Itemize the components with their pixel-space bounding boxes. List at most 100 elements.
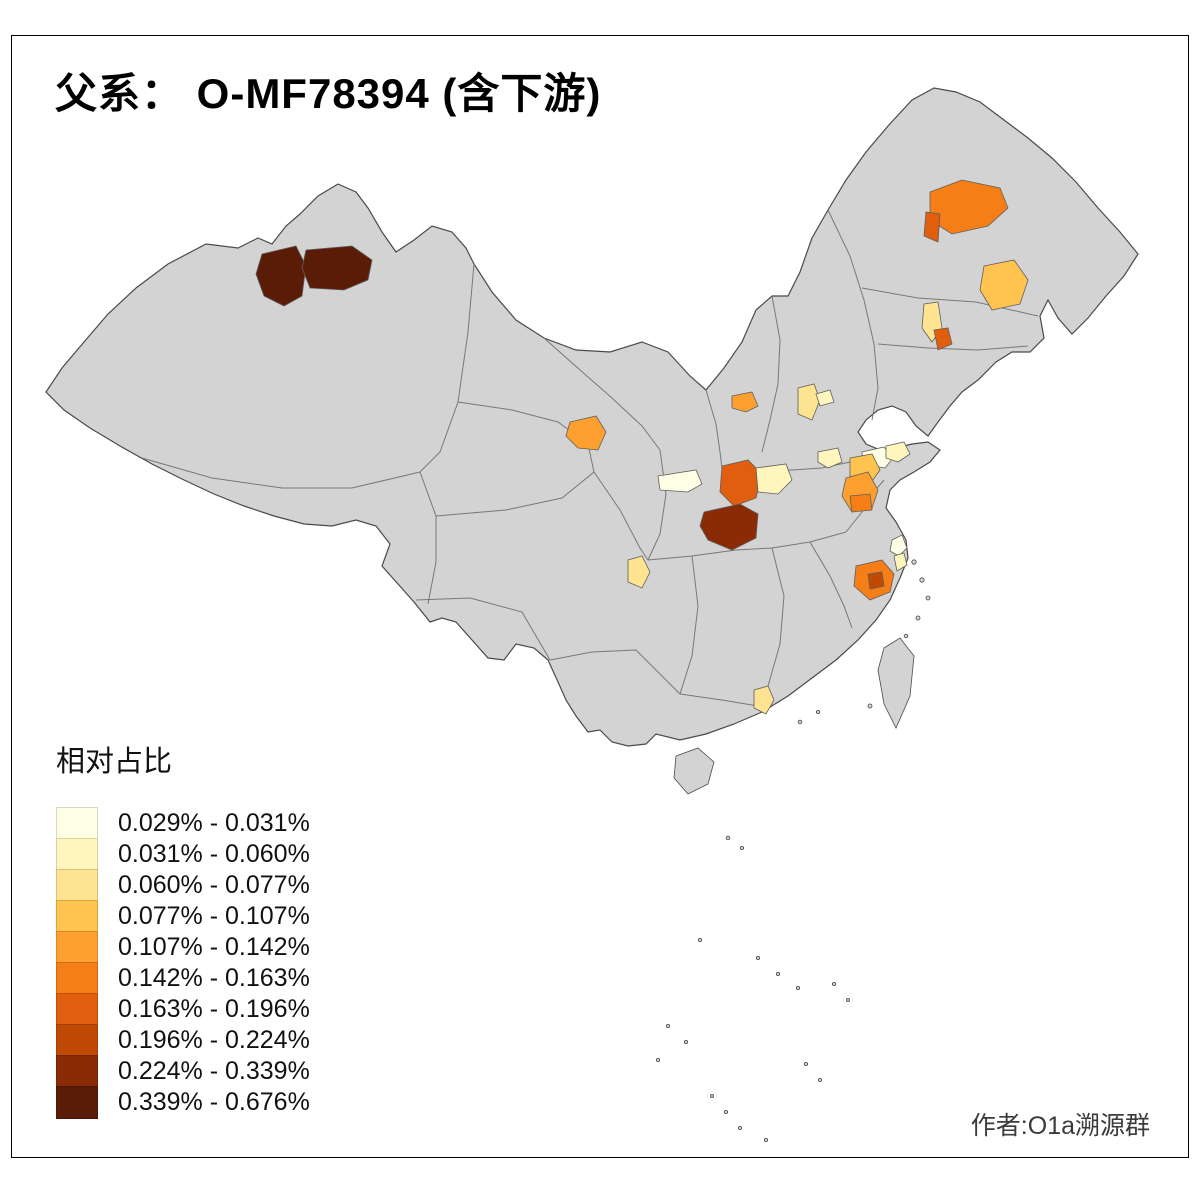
legend-item: 0.142% - 0.163% [56, 962, 310, 995]
border-line [679, 693, 759, 707]
legend: 相对占比 0.029% - 0.031% 0.031% - 0.060% 0.0… [56, 738, 310, 1119]
region-guangdong-yellow [753, 685, 775, 715]
border-line [761, 295, 781, 453]
islet [804, 1062, 809, 1067]
border-line [141, 457, 421, 489]
border-line [877, 343, 1029, 351]
legend-item-label: 0.339% - 0.676% [118, 1088, 310, 1116]
islet [818, 1078, 823, 1083]
islet [756, 956, 761, 961]
region-beijing [731, 391, 759, 413]
islet [797, 719, 803, 725]
border-line [435, 401, 595, 517]
islet [925, 595, 931, 601]
taiwan-island [877, 637, 915, 729]
region-shanxi-pale [797, 383, 821, 421]
islet [684, 1040, 689, 1045]
islet [725, 835, 731, 841]
legend-item-label: 0.031% - 0.060% [118, 840, 310, 868]
legend-item-label: 0.163% - 0.196% [118, 995, 310, 1023]
legend-item: 0.224% - 0.339% [56, 1055, 310, 1088]
border-line [861, 287, 1039, 317]
legend-item: 0.031% - 0.060% [56, 838, 310, 871]
legend-item: 0.163% - 0.196% [56, 993, 310, 1026]
border-line [549, 649, 681, 695]
border-line [647, 531, 847, 561]
legend-swatch [56, 838, 98, 871]
islet [919, 577, 925, 583]
islet [710, 1094, 715, 1099]
islet [915, 615, 921, 621]
highlighted-regions [255, 179, 1029, 715]
region-jiangsu-dark-bit [849, 493, 873, 513]
islet [740, 846, 745, 851]
islet [816, 710, 821, 715]
hainan-island [673, 747, 715, 795]
legend-item: 0.107% - 0.142% [56, 931, 310, 964]
region-hebei-south-pale [817, 447, 843, 469]
islet [867, 703, 873, 709]
legend-swatch [56, 931, 98, 964]
region-shanxi-tiny [815, 389, 835, 407]
region-north-xinjiang-west [255, 245, 307, 307]
region-chongqing-yellow [627, 555, 651, 589]
islet [832, 982, 837, 987]
islet [698, 938, 703, 943]
legend-item-label: 0.060% - 0.077% [118, 871, 310, 899]
islet [738, 1126, 743, 1131]
legend-item: 0.077% - 0.107% [56, 900, 310, 933]
region-jilin-east [979, 259, 1029, 311]
author-credit: 作者:O1a溯源群 [970, 1112, 1150, 1140]
islet [764, 1138, 769, 1143]
border-line [543, 337, 661, 451]
legend-item: 0.029% - 0.031% [56, 807, 310, 840]
islet [911, 559, 917, 565]
islet [796, 986, 801, 991]
region-shaanxi-south-pale [657, 469, 703, 493]
islet [656, 1058, 661, 1063]
region-henan-east-pale [755, 463, 793, 495]
region-zhejiang-dark-bit [867, 571, 885, 590]
legend-item-label: 0.224% - 0.339% [118, 1057, 310, 1085]
region-henan-west-dark [719, 459, 763, 507]
region-gansu-lanzhou [565, 415, 607, 451]
legend-title: 相对占比 [56, 746, 173, 778]
legend-swatch [56, 1055, 98, 1088]
border-line [679, 555, 699, 695]
legend-item: 0.339% - 0.676% [56, 1086, 310, 1119]
border-line [415, 597, 551, 661]
border-line [593, 471, 649, 561]
legend-swatch [56, 1024, 98, 1057]
legend-swatch [56, 869, 98, 902]
legend-item: 0.060% - 0.077% [56, 869, 310, 902]
map-title: 父系： O-MF78394 (含下游) [55, 70, 602, 117]
islet [666, 1024, 671, 1029]
region-heilongjiang-small [923, 211, 941, 243]
islet [903, 633, 909, 639]
legend-item-label: 0.142% - 0.163% [118, 964, 310, 992]
legend-item: 0.196% - 0.224% [56, 1024, 310, 1057]
region-shandong-pale-2 [885, 441, 911, 463]
islet [846, 998, 851, 1003]
legend-item-label: 0.029% - 0.031% [118, 809, 310, 837]
legend-item-label: 0.077% - 0.107% [118, 902, 310, 930]
border-line [647, 449, 667, 561]
region-north-xinjiang-east [301, 245, 373, 291]
border-line [705, 389, 723, 469]
border-line [809, 541, 853, 629]
legend-swatch [56, 962, 98, 995]
islet [724, 1110, 729, 1115]
legend-swatch [56, 1086, 98, 1119]
legend-swatch [56, 807, 98, 840]
region-hubei-dark [699, 503, 759, 551]
region-shanghai-pale-2 [893, 552, 908, 572]
legend-item-label: 0.196% - 0.224% [118, 1026, 310, 1054]
region-liaoning-dark [933, 327, 953, 351]
border-line [767, 547, 785, 687]
legend-item-label: 0.107% - 0.142% [118, 933, 310, 961]
legend-swatch [56, 993, 98, 1026]
border-line [419, 471, 437, 605]
islet [776, 972, 781, 977]
